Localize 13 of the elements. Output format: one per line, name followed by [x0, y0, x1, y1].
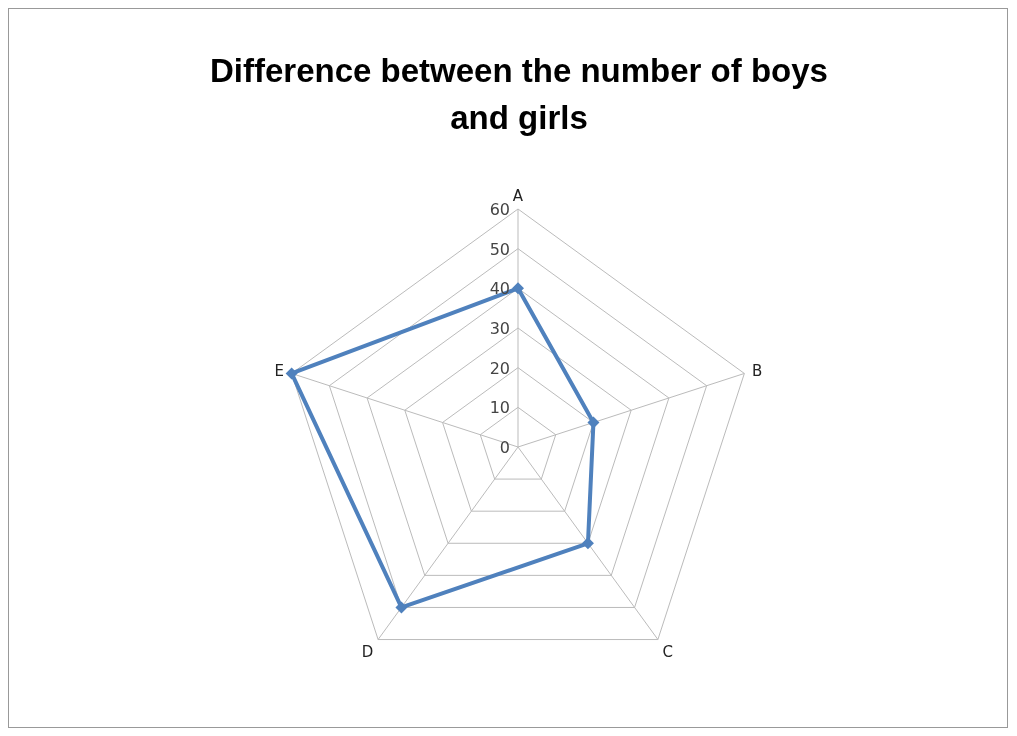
spoke-label: D: [361, 642, 374, 661]
y-tick-label: 60: [489, 200, 510, 219]
y-tick-label: 50: [489, 239, 510, 259]
y-tick-label: 0: [499, 438, 510, 457]
spoke-label: B: [751, 362, 763, 381]
y-tick-label: 20: [489, 358, 510, 378]
y-tick-label: 40: [489, 279, 510, 299]
y-tick-label: 30: [489, 319, 510, 338]
spoke-label: A: [512, 187, 524, 205]
y-tick-label: 10: [489, 398, 510, 418]
spoke-label: E: [274, 362, 285, 381]
spoke-label: C: [662, 642, 674, 661]
chart-title: Difference between the number of boys and girls: [209, 51, 829, 138]
